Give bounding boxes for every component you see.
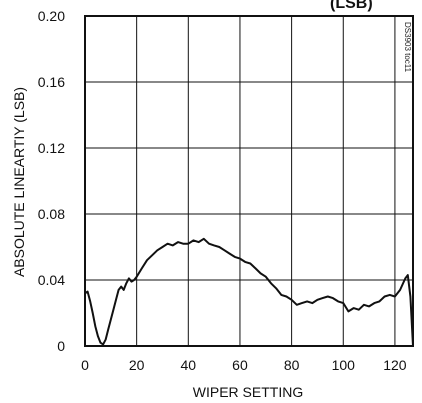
x-tick-label: 60 xyxy=(232,357,248,373)
grid xyxy=(85,16,413,346)
x-axis-ticks: 0 20 40 60 80 100 120 xyxy=(81,357,407,373)
chart-title-fragment: (LSB) xyxy=(330,0,373,12)
y-axis-ticks: 0 0.04 0.08 0.12 0.16 0.20 xyxy=(38,8,65,354)
x-tick-label: 40 xyxy=(181,357,197,373)
x-tick-label: 120 xyxy=(383,357,407,373)
y-tick-label: 0.20 xyxy=(38,8,65,24)
y-tick-label: 0 xyxy=(57,338,65,354)
x-axis-label: WIPER SETTING xyxy=(193,384,303,400)
plot-frame xyxy=(85,16,413,346)
x-tick-label: 0 xyxy=(81,357,89,373)
y-tick-label: 0.08 xyxy=(38,206,65,222)
x-tick-label: 80 xyxy=(284,357,300,373)
y-axis-label: ABSOLUTE LINEARTIY (LSB) xyxy=(11,87,27,277)
figure-code: DS3903 toc11 xyxy=(403,22,412,73)
y-tick-label: 0.16 xyxy=(38,74,65,90)
series-line xyxy=(85,239,413,346)
series-layer xyxy=(85,239,413,346)
x-tick-label: 20 xyxy=(129,357,145,373)
y-tick-label: 0.04 xyxy=(38,272,65,288)
y-tick-label: 0.12 xyxy=(38,140,65,156)
x-tick-label: 100 xyxy=(332,357,356,373)
